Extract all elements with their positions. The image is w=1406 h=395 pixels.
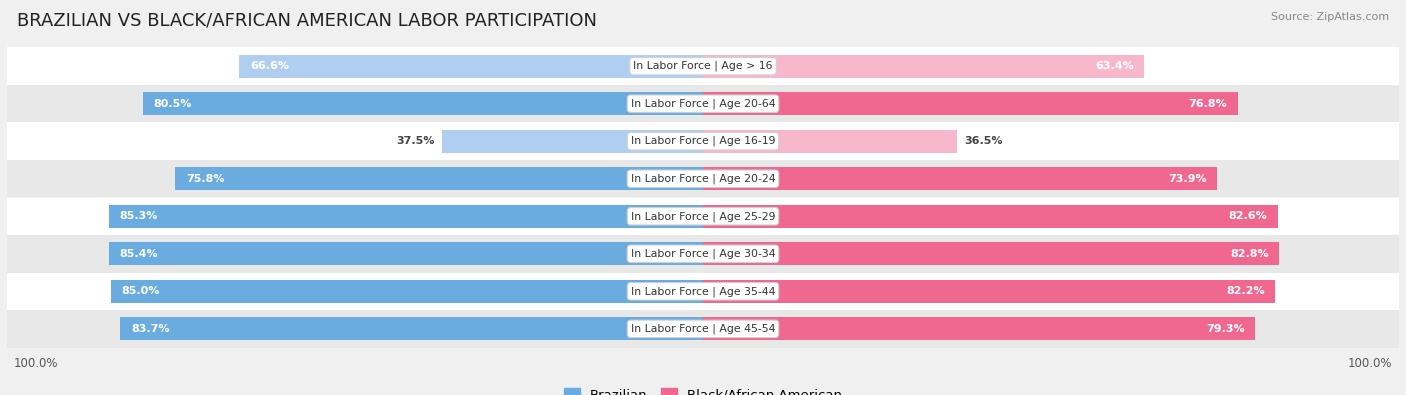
Text: 82.8%: 82.8% [1230,249,1268,259]
Text: 75.8%: 75.8% [186,174,225,184]
Text: 85.4%: 85.4% [120,249,157,259]
Bar [441,130,703,153]
Bar [7,160,1399,198]
Text: 63.4%: 63.4% [1095,61,1133,71]
Text: In Labor Force | Age 20-64: In Labor Force | Age 20-64 [631,98,775,109]
Bar [7,273,1399,310]
Bar [7,235,1399,273]
Bar [7,198,1399,235]
Text: In Labor Force | Age 30-34: In Labor Force | Age 30-34 [631,248,775,259]
Bar [143,92,703,115]
Text: 82.2%: 82.2% [1226,286,1264,296]
Bar [703,167,1218,190]
Bar [121,317,703,340]
Text: Source: ZipAtlas.com: Source: ZipAtlas.com [1271,12,1389,22]
Bar [7,47,1399,85]
Bar [703,280,1275,303]
Text: 73.9%: 73.9% [1168,174,1206,184]
Bar [110,205,703,228]
Bar [108,242,703,265]
Bar [7,310,1399,348]
Text: In Labor Force | Age 25-29: In Labor Force | Age 25-29 [631,211,775,222]
Text: In Labor Force | Age 20-24: In Labor Force | Age 20-24 [631,173,775,184]
Bar [703,130,957,153]
Bar [703,317,1256,340]
Text: 76.8%: 76.8% [1188,99,1227,109]
Bar [7,122,1399,160]
Text: 85.0%: 85.0% [122,286,160,296]
Text: 85.3%: 85.3% [120,211,157,221]
Bar [7,85,1399,122]
Text: 80.5%: 80.5% [153,99,191,109]
Bar [703,92,1237,115]
Bar [239,55,703,78]
Text: In Labor Force | Age > 16: In Labor Force | Age > 16 [633,61,773,71]
Text: 100.0%: 100.0% [14,357,59,370]
Text: 36.5%: 36.5% [965,136,1002,146]
Text: 37.5%: 37.5% [396,136,434,146]
Text: 83.7%: 83.7% [131,324,169,334]
Bar [111,280,703,303]
Text: In Labor Force | Age 45-54: In Labor Force | Age 45-54 [631,324,775,334]
Text: 66.6%: 66.6% [250,61,288,71]
Bar [703,205,1278,228]
Bar [703,55,1144,78]
Text: In Labor Force | Age 35-44: In Labor Force | Age 35-44 [631,286,775,297]
Legend: Brazilian, Black/African American: Brazilian, Black/African American [558,383,848,395]
Text: 79.3%: 79.3% [1206,324,1244,334]
Bar [703,242,1279,265]
Bar [176,167,703,190]
Text: BRAZILIAN VS BLACK/AFRICAN AMERICAN LABOR PARTICIPATION: BRAZILIAN VS BLACK/AFRICAN AMERICAN LABO… [17,12,598,30]
Text: 100.0%: 100.0% [1347,357,1392,370]
Text: In Labor Force | Age 16-19: In Labor Force | Age 16-19 [631,136,775,147]
Text: 82.6%: 82.6% [1229,211,1267,221]
